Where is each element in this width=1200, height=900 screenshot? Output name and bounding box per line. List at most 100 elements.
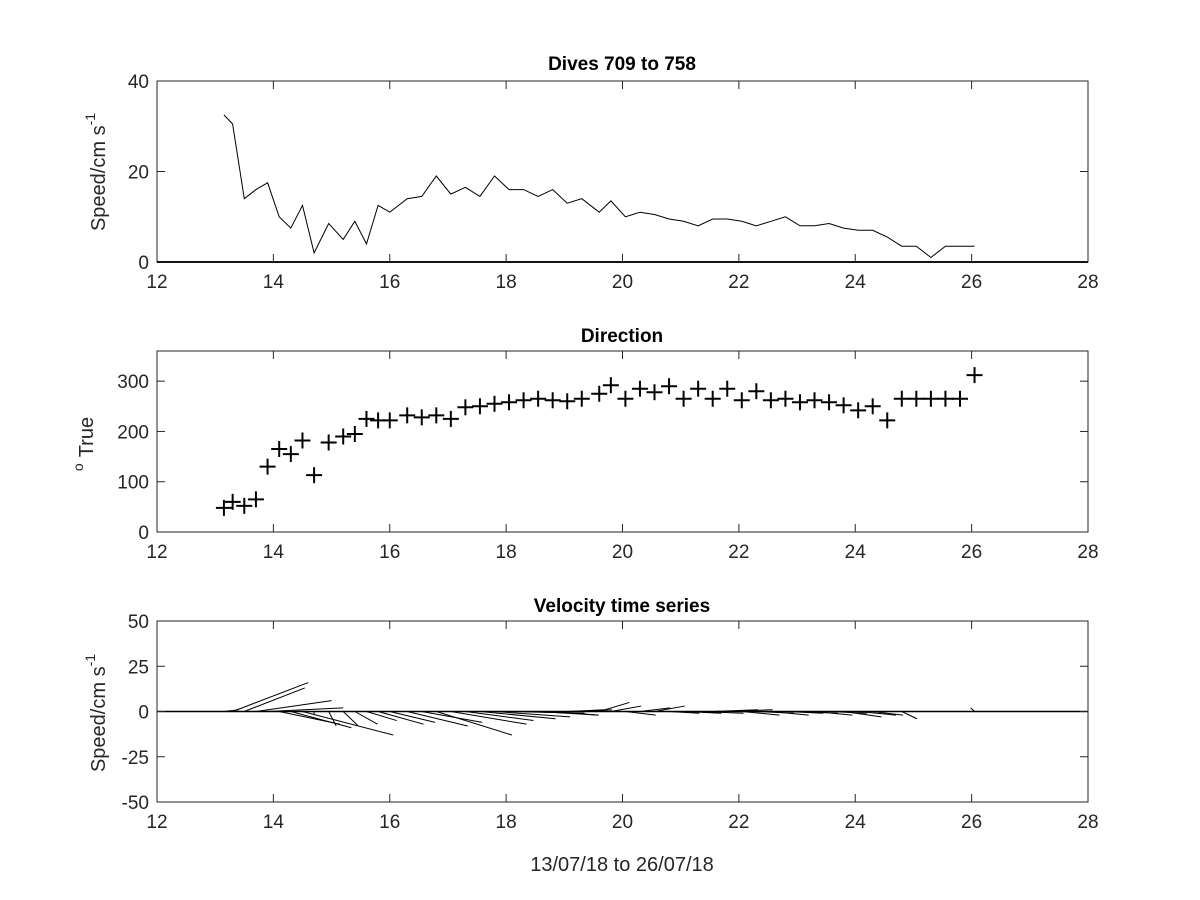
direction-panel-ylabel-prefix: o <box>70 463 86 471</box>
direction-point <box>791 394 808 411</box>
svg-text:Speed/cm s-1: Speed/cm s-1 <box>82 113 110 231</box>
speed-panel-ylabel-exponent: -1 <box>82 113 98 126</box>
direction-point <box>821 394 838 411</box>
direction-point <box>247 491 264 508</box>
direction-xtick-label: 14 <box>263 542 285 563</box>
speed-panel: Dives 709 to 758 Speed/cm s-1 12 14 16 18 20… <box>82 54 1099 293</box>
direction-point <box>733 392 750 409</box>
velocity-stick <box>479 711 556 720</box>
speed-xtick-label: 16 <box>379 272 400 293</box>
velocity-stick <box>244 687 305 712</box>
direction-panel-ylabel-text: True <box>76 417 98 457</box>
direction-panel-title: Direction <box>581 326 663 347</box>
velocity-xtick-label: 18 <box>496 812 517 833</box>
direction-point <box>850 402 867 419</box>
velocity-stick <box>328 711 337 727</box>
speed-ytick-label: 20 <box>128 163 149 184</box>
speed-panel-ylabel-text: Speed/cm s <box>88 125 110 231</box>
direction-point <box>690 380 707 397</box>
direction-panel-ylabel: o True <box>70 417 98 471</box>
direction-ytick-label: 0 <box>138 523 149 544</box>
velocity-xtick-label: 16 <box>379 812 400 833</box>
direction-point <box>413 409 430 426</box>
velocity-stick <box>599 701 630 712</box>
direction-point <box>282 446 299 463</box>
velocity-ytick-label: 50 <box>128 612 149 633</box>
velocity-stick <box>342 711 359 727</box>
velocity-xtick-label: 26 <box>961 812 982 833</box>
speed-xtick-label: 28 <box>1077 272 1098 293</box>
direction-points <box>215 367 983 516</box>
velocity-xtick-label: 22 <box>728 812 749 833</box>
velocity-sticks <box>157 682 1088 736</box>
direction-point <box>777 390 794 407</box>
direction-point <box>591 385 608 402</box>
velocity-stick <box>450 711 527 725</box>
speed-xtick-label: 14 <box>263 272 285 293</box>
velocity-stick <box>494 711 571 718</box>
speed-ytick-label: 0 <box>138 253 149 274</box>
direction-point <box>358 410 375 427</box>
speed-xtick-label: 26 <box>961 272 982 293</box>
direction-point <box>631 380 648 397</box>
direction-point <box>893 390 910 407</box>
speed-ytick-label: 40 <box>128 72 149 93</box>
velocity-ytick-label: 25 <box>128 657 149 678</box>
direction-ytick-label: 300 <box>117 372 149 393</box>
velocity-xtick-label: 14 <box>263 812 285 833</box>
direction-point <box>835 397 852 414</box>
direction-point <box>271 441 288 458</box>
velocity-stick <box>232 682 309 712</box>
velocity-stick <box>421 711 483 723</box>
direction-point <box>864 398 881 415</box>
speed-xtick-label: 18 <box>496 272 517 293</box>
direction-point <box>515 392 532 409</box>
velocity-stick <box>901 711 918 720</box>
direction-point <box>457 399 474 416</box>
direction-point <box>530 390 547 407</box>
direction-point <box>602 377 619 394</box>
direction-point <box>486 395 503 412</box>
velocity-stick <box>290 711 352 729</box>
direction-point <box>259 458 276 475</box>
figure-xlabel: 13/07/18 to 26/07/18 <box>530 854 714 876</box>
velocity-xtick-label: 24 <box>845 812 867 833</box>
velocity-stick <box>366 711 397 722</box>
direction-xtick-label: 26 <box>961 542 982 563</box>
speed-panel-title: Dives 709 to 758 <box>548 54 696 75</box>
velocity-xtick-label: 28 <box>1077 812 1098 833</box>
velocity-panel-ylabel-text: Speed/cm s <box>88 666 110 772</box>
direction-xtick-label: 20 <box>612 542 633 563</box>
velocity-stick <box>354 711 378 725</box>
direction-ytick-label: 200 <box>117 422 149 443</box>
velocity-stick <box>302 711 394 736</box>
svg-text:Speed/cm s-1: Speed/cm s-1 <box>82 654 110 772</box>
velocity-panel-ylabel: Speed/cm s-1 <box>82 654 110 772</box>
direction-panel-axes: 12 14 16 18 20 22 24 26 28 0 100 200 300 <box>117 350 1099 563</box>
velocity-stick <box>407 711 468 727</box>
direction-point <box>399 407 416 424</box>
direction-point <box>617 390 634 407</box>
direction-point <box>346 425 363 442</box>
direction-point <box>215 499 232 516</box>
velocity-stick <box>436 711 513 736</box>
direction-point <box>306 467 323 484</box>
direction-point <box>704 390 721 407</box>
velocity-stick <box>465 711 534 722</box>
direction-xtick-label: 24 <box>845 542 867 563</box>
direction-point <box>224 493 241 510</box>
direction-point <box>471 398 488 415</box>
direction-point <box>908 390 925 407</box>
direction-panel: Direction o True 12 14 16 18 20 22 24 26 28 0 100 20… <box>70 326 1099 563</box>
velocity-panel-ylabel-exponent: -1 <box>82 654 98 667</box>
velocity-stick <box>377 711 424 725</box>
direction-point <box>573 390 590 407</box>
velocity-ytick-label: -25 <box>122 748 149 769</box>
direction-point <box>501 394 518 411</box>
direction-xtick-label: 18 <box>496 542 517 563</box>
speed-xtick-label: 12 <box>146 272 167 293</box>
speed-line-series <box>157 114 1088 263</box>
velocity-ytick-label: 0 <box>138 703 149 724</box>
velocity-panel-axes: 12 14 16 18 20 22 24 26 28 -50 -25 0 25 50 <box>122 612 1099 833</box>
direction-point <box>236 497 253 514</box>
